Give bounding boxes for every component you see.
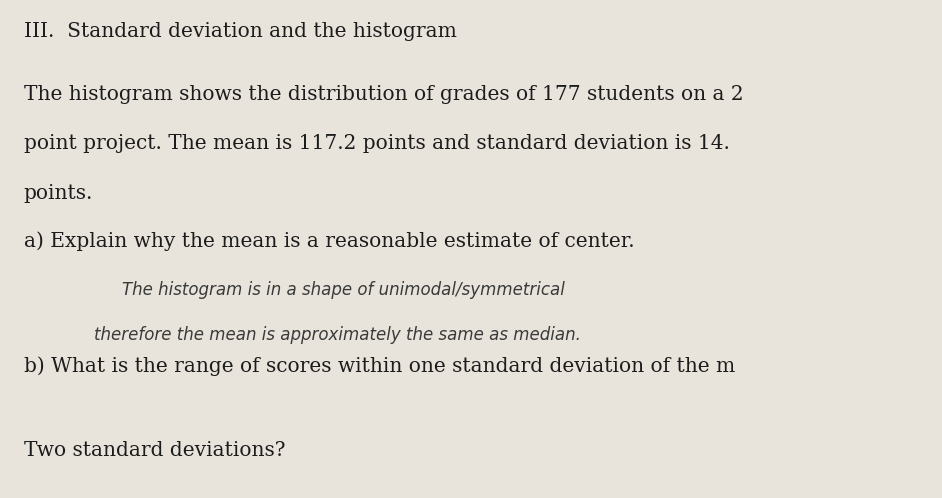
Text: a) Explain why the mean is a reasonable estimate of center.: a) Explain why the mean is a reasonable … <box>24 232 634 251</box>
Text: III.  Standard deviation and the histogram: III. Standard deviation and the histogra… <box>24 22 457 41</box>
Text: The histogram is in a shape of unimodal/symmetrical: The histogram is in a shape of unimodal/… <box>122 281 565 299</box>
Text: therefore the mean is approximately the same as median.: therefore the mean is approximately the … <box>94 326 581 344</box>
Text: Two standard deviations?: Two standard deviations? <box>24 441 285 460</box>
Text: b) What is the range of scores within one standard deviation of the m: b) What is the range of scores within on… <box>24 356 735 375</box>
Text: point project. The mean is 117.2 points and standard deviation is 14.: point project. The mean is 117.2 points … <box>24 134 729 153</box>
Text: points.: points. <box>24 184 93 203</box>
Text: The histogram shows the distribution of grades of 177 students on a 2: The histogram shows the distribution of … <box>24 85 743 104</box>
